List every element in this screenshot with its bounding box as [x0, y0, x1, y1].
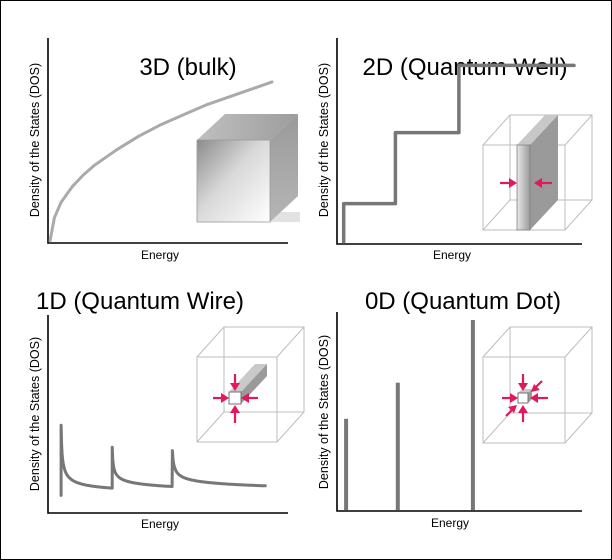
panel-1d-inset-wire — [196, 326, 305, 443]
panel-0d-title: 0D (Quantum Dot) — [365, 288, 561, 315]
panel-0d-dos-line-1 — [344, 418, 349, 510]
panel-3d-ylabel: Density of the States (DOS) — [28, 63, 42, 217]
panel-2d-arrows — [500, 178, 552, 188]
panel-0d-arrows — [502, 374, 548, 422]
panel-1d-axes — [47, 315, 288, 514]
panel-1d-title: 1D (Quantum Wire) — [36, 288, 244, 315]
panel-0d-dos-line-3 — [470, 320, 475, 510]
panel-0d-axes — [336, 312, 582, 512]
panel-0d-dos-line-2 — [395, 382, 400, 510]
panel-1d-ylabel: Density of the States (DOS) — [28, 337, 42, 491]
panel-2d-xlabel: Energy — [433, 248, 471, 262]
panel-3d-bulk: 3D (bulk) Energy Density of the States (… — [28, 38, 300, 262]
panel-2d-inset-well — [482, 114, 593, 231]
panel-0d-dos-lines — [344, 320, 475, 510]
panel-3d-dos-curve — [48, 80, 274, 243]
panel-2d-ylabel: Density of the States (DOS) — [317, 63, 331, 217]
panel-3d-xlabel: Energy — [141, 248, 179, 262]
panel-2d-dos-curve — [341, 63, 576, 244]
panel-2d-axes — [336, 38, 582, 245]
panel-2d-quantum-well: 2D (Quantum Well) Energy Density of the … — [317, 38, 593, 262]
panel-1d-quantum-wire: 1D (Quantum Wire) Energy Density of the … — [28, 288, 305, 531]
panel-3d-inset-cube — [196, 114, 300, 223]
panel-1d-dos-curve — [59, 423, 267, 497]
panel-0d-ylabel: Density of the States (DOS) — [317, 335, 331, 489]
panel-0d-xlabel: Energy — [431, 516, 469, 530]
panel-1d-arrows — [213, 374, 258, 423]
panel-1d-xlabel: Energy — [141, 517, 179, 531]
panel-0d-quantum-dot: 0D (Quantum Dot) Energy Density of the S… — [317, 288, 593, 530]
panel-3d-axes — [47, 38, 288, 244]
panel-0d-inset-dot — [482, 326, 593, 444]
panel-3d-title: 3D (bulk) — [139, 54, 236, 81]
panel-2d-title: 2D (Quantum Well) — [363, 54, 568, 81]
